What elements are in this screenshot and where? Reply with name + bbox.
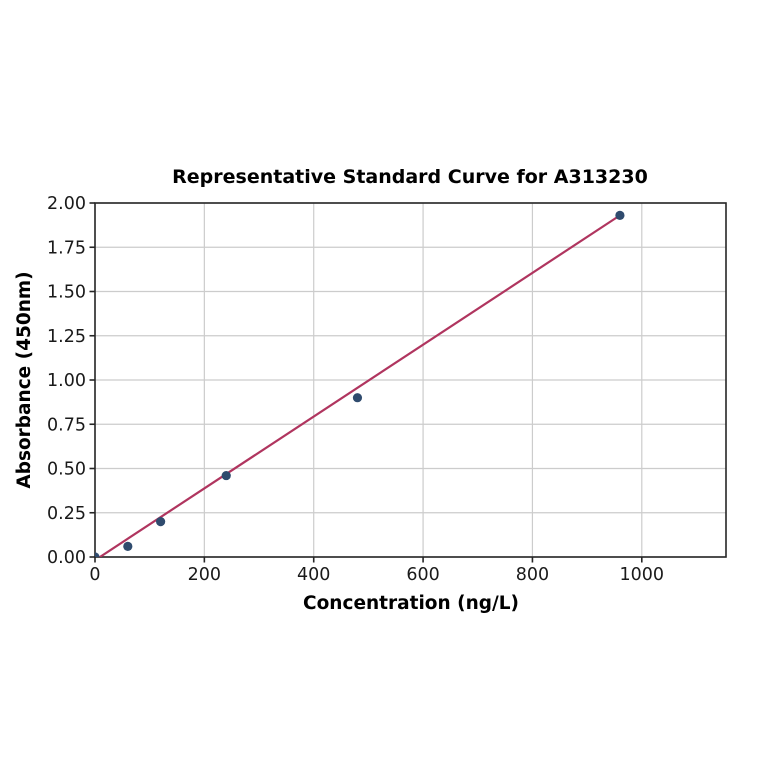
x-tick-label: 200 [188,565,221,585]
data-point [95,552,100,557]
x-tick-label: 600 [406,565,439,585]
y-tick-label: 1.75 [47,238,86,258]
y-tick-label: 0.75 [47,415,86,435]
y-axis-label: Absorbance (450nm) [14,271,35,488]
x-axis-label: Concentration (ng/L) [303,593,519,614]
y-tick-label: 2.00 [47,194,86,214]
x-tick-label: 1000 [620,565,665,585]
y-tick-label: 0.50 [47,460,86,480]
data-point-layer [95,210,625,557]
trend-line [98,214,622,557]
chart-title: Representative Standard Curve for A31323… [172,166,648,188]
data-point [352,393,363,403]
gridlines [94,202,726,558]
data-point [123,541,133,551]
x-tick-label: 400 [297,565,330,585]
data-point [615,210,625,220]
x-tick-label: 0 [89,565,100,585]
fit-line-layer [98,214,622,557]
y-tick-label: 0.25 [47,504,86,524]
y-tick-label: 1.50 [47,283,86,303]
y-tick-label: 1.25 [47,327,86,347]
tick-labels: 0 200 400 600 800 1000 0.00 0.25 0.50 0.75 1.00 1.2… [47,194,664,585]
axis-tick-marks [89,202,643,563]
y-tick-label: 0.00 [47,548,86,568]
x-tick-label: 800 [516,565,549,585]
plot-border [94,202,727,558]
y-tick-label: 1.00 [47,371,86,391]
data-point [156,517,166,527]
data-point [221,470,231,481]
